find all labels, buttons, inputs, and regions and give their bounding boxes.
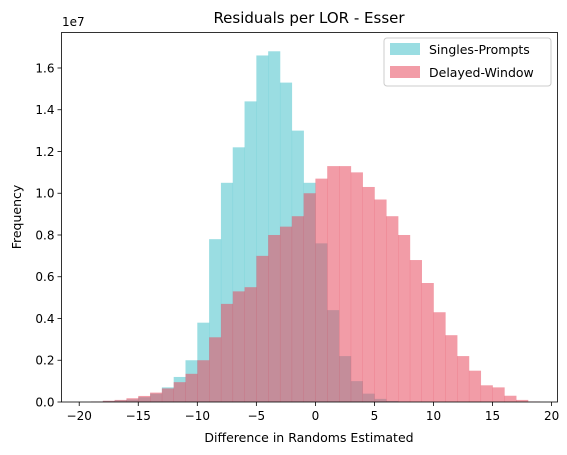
x-axis-ticks: −20 −15 −10 −5 0 5 10 15 20: [67, 402, 559, 423]
histogram-bar: [173, 382, 186, 402]
histogram-bar: [492, 387, 505, 402]
histogram-bar: [362, 186, 375, 402]
histogram-bar: [114, 399, 127, 402]
plot-frame: [61, 32, 558, 403]
y-axis-label: Frequency: [9, 184, 24, 249]
histogram-bar: [445, 335, 458, 402]
histogram-bar: [433, 312, 446, 402]
x-tick-label: 15: [485, 409, 500, 423]
y-tick-label: 0.8: [35, 228, 54, 242]
bars-layer: [91, 51, 541, 403]
x-tick-label: 10: [426, 409, 441, 423]
histogram-bar: [457, 356, 470, 402]
legend-swatch-singles-prompts: [390, 43, 420, 55]
histogram-bar: [315, 178, 328, 402]
histogram-bar: [150, 392, 163, 402]
histogram-bar: [256, 255, 269, 402]
y-axis-scale-label: 1e7: [62, 15, 85, 29]
histogram-bar: [339, 166, 352, 402]
y-tick-label: 1.4: [35, 103, 54, 117]
histogram-bar: [291, 216, 304, 402]
y-tick-label: 1.0: [35, 187, 54, 201]
histogram-bar: [185, 373, 198, 402]
histogram-bar: [138, 395, 151, 402]
x-tick-label: −10: [185, 409, 210, 423]
histogram-bar: [303, 193, 316, 402]
histogram-bar: [386, 216, 399, 402]
x-tick-label: 20: [544, 409, 559, 423]
chart-title: Residuals per LOR - Esser: [213, 9, 405, 27]
x-tick-label: 5: [371, 409, 379, 423]
x-tick-label: −15: [126, 409, 151, 423]
histogram-bar: [398, 234, 411, 402]
y-tick-label: 0.4: [35, 312, 54, 326]
x-tick-label: −5: [248, 409, 266, 423]
histogram-bar: [244, 287, 257, 402]
histogram-bar: [268, 234, 281, 402]
histogram-bar: [421, 283, 434, 402]
y-tick-label: 0.6: [35, 270, 54, 284]
histogram-bar: [279, 226, 293, 402]
histogram-bar: [468, 370, 482, 402]
histogram-bar: [232, 291, 245, 402]
y-tick-label: 0.2: [35, 354, 54, 368]
histogram-bar: [480, 385, 493, 402]
y-tick-label: 1.2: [35, 145, 54, 159]
histogram-bar: [327, 166, 340, 402]
histogram-bar: [220, 303, 234, 402]
histogram-bar: [409, 260, 422, 402]
y-tick-label: 0.0: [35, 396, 54, 410]
histogram-bar: [209, 337, 222, 402]
legend-label-singles-prompts: Singles-Prompts: [429, 42, 530, 57]
legend-box: [383, 37, 552, 87]
legend: Singles-Prompts Delayed-Window: [383, 37, 552, 87]
x-tick-label: 0: [312, 409, 320, 423]
histogram-bar: [161, 388, 174, 402]
histogram-bar: [102, 400, 115, 402]
legend-swatch-delayed-window: [390, 66, 420, 78]
histogram-bar: [516, 399, 529, 402]
histogram-bar: [350, 172, 363, 402]
y-axis-ticks: 0.0 0.2 0.4 0.6 0.8 1.0 1.2 1.4 1.6: [35, 61, 62, 410]
histogram-bar: [374, 199, 387, 402]
legend-label-delayed-window: Delayed-Window: [429, 65, 534, 80]
histogram-bar: [504, 395, 517, 402]
x-axis-label: Difference in Randoms Estimated: [204, 430, 413, 445]
y-tick-label: 1.6: [35, 61, 54, 75]
histogram-bar: [197, 360, 210, 402]
x-tick-label: −20: [67, 409, 92, 423]
series-delayed-window: [91, 166, 541, 402]
histogram-bar: [126, 398, 139, 402]
